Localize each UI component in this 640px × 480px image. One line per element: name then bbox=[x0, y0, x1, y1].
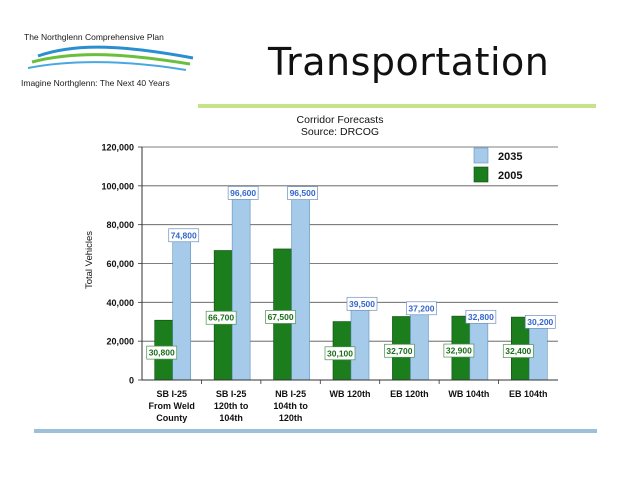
category-label: 104th to bbox=[273, 401, 308, 411]
y-tick-labels: 0 20,000 40,000 60,000 80,000 100,000 120,000 bbox=[101, 143, 134, 386]
data-label-2035: 96,500 bbox=[290, 188, 316, 198]
category-label: County bbox=[156, 413, 187, 423]
data-label-2035: 96,600 bbox=[230, 188, 256, 198]
category-label: 120th bbox=[279, 413, 303, 423]
bar-2035 bbox=[350, 303, 370, 381]
chart-title: Corridor Forecasts bbox=[297, 114, 384, 126]
legend-label-2005: 2005 bbox=[498, 170, 522, 182]
data-label-2005: 32,700 bbox=[386, 346, 412, 356]
logo-swoosh-icon bbox=[27, 45, 194, 71]
data-label-2035-box bbox=[524, 315, 556, 329]
bar-2035 bbox=[291, 192, 310, 381]
data-label-2035: 37,200 bbox=[408, 303, 434, 313]
category-label: NB I-25 bbox=[275, 389, 306, 399]
data-label-2035-box bbox=[346, 296, 378, 311]
data-label-2005: 32,400 bbox=[505, 346, 531, 356]
data-labels: 74,800 30,800 96,600 66,700 96,500 67,500 39,5… bbox=[146, 186, 556, 361]
data-label-2035-box bbox=[406, 301, 437, 316]
y-tick-label: 80,000 bbox=[106, 220, 134, 230]
title-divider bbox=[198, 104, 596, 108]
category-label: EB 104th bbox=[509, 389, 548, 399]
category-label: WB 104th bbox=[448, 389, 489, 399]
data-label-2005-box bbox=[324, 346, 356, 361]
category-label: From Weld bbox=[149, 401, 195, 411]
data-label-2035-box bbox=[168, 228, 200, 243]
category-label: 104th bbox=[219, 413, 243, 423]
axes bbox=[141, 147, 558, 384]
logo-plan-name: The Northglenn Comprehensive Plan bbox=[24, 32, 164, 42]
y-tick-label: 0 bbox=[129, 376, 134, 386]
data-label-2005-box bbox=[384, 343, 415, 358]
y-tick-label: 60,000 bbox=[106, 259, 134, 269]
data-label-2035: 74,800 bbox=[171, 230, 197, 240]
legend-label-2035: 2035 bbox=[498, 151, 522, 163]
logo-tagline: Imagine Northglenn: The Next 40 Years bbox=[21, 78, 170, 88]
data-label-2005: 67,500 bbox=[268, 312, 294, 322]
legend-swatch-2005 bbox=[473, 166, 489, 183]
data-label-2035-box bbox=[227, 186, 259, 200]
plan-logo: The Northglenn Comprehensive Plan Imagin… bbox=[18, 28, 198, 92]
category-label: SB I-25 bbox=[216, 389, 247, 399]
data-label-2035-box bbox=[287, 186, 318, 200]
data-label-2035-box bbox=[465, 309, 497, 324]
data-label-2035: 39,500 bbox=[349, 299, 375, 309]
footer-divider bbox=[34, 429, 597, 433]
data-label-2005: 32,900 bbox=[446, 346, 472, 356]
category-label: WB 120th bbox=[329, 389, 370, 399]
data-label-2005-box bbox=[502, 344, 534, 358]
y-tick-label: 100,000 bbox=[101, 181, 134, 191]
data-label-2005-box bbox=[205, 310, 237, 325]
bar-2035 bbox=[410, 307, 429, 381]
y-tick-label: 40,000 bbox=[106, 298, 134, 308]
slide-title: Transportation bbox=[268, 40, 550, 84]
y-axis-label: Total Vehicles bbox=[84, 231, 95, 289]
data-label-2005: 30,100 bbox=[327, 348, 353, 358]
category-label: EB 120th bbox=[390, 389, 429, 399]
data-label-2035: 30,200 bbox=[527, 317, 553, 327]
legend-swatch-2035 bbox=[473, 147, 489, 164]
chart-subtitle: Source: DRCOG bbox=[301, 126, 379, 138]
legend: 2035 2005 bbox=[473, 147, 522, 183]
data-label-2005-box bbox=[265, 310, 296, 324]
y-tick-label: 120,000 bbox=[101, 143, 134, 153]
bar-2035 bbox=[231, 192, 251, 381]
category-label: SB I-25 bbox=[156, 389, 187, 399]
data-label-2005: 30,800 bbox=[149, 348, 175, 358]
data-label-2005: 66,700 bbox=[208, 313, 234, 323]
data-label-2005-box bbox=[146, 345, 178, 360]
y-tick-label: 20,000 bbox=[106, 337, 134, 347]
data-label-2005-box bbox=[443, 343, 475, 358]
data-label-2035: 32,800 bbox=[468, 312, 494, 322]
x-category-labels: SB I-25 From Weld County SB I-25 120th to 104… bbox=[149, 389, 548, 423]
category-label: 120th to bbox=[214, 401, 249, 411]
